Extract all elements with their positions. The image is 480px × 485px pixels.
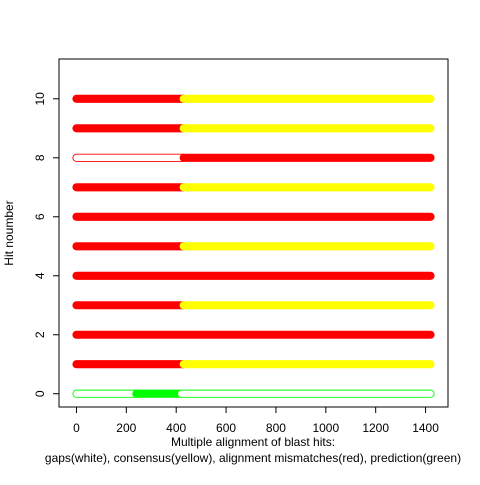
x-axis-title: Multiple alignment of blast hits:: [171, 435, 335, 449]
hit-row-5: [72, 242, 435, 251]
segment-mismatch-hit-8-1: [179, 153, 435, 162]
hit-row-7: [72, 183, 435, 192]
segment-mismatch-hit-9-0: [72, 124, 188, 133]
x-tick-label-1200: 1200: [362, 421, 389, 435]
segment-gap-hit-8-0: [72, 153, 188, 162]
segment-consensus-hit-7-1: [179, 183, 435, 192]
x-tick-label-800: 800: [266, 421, 286, 435]
x-tick-label-200: 200: [116, 421, 136, 435]
x-tick-label-1000: 1000: [312, 421, 339, 435]
segment-consensus-hit-1-1: [179, 360, 435, 369]
segment-mismatch-hit-6-0: [72, 212, 435, 221]
segment-consensus-hit-3-1: [179, 301, 435, 310]
segment-consensus-hit-10-1: [179, 94, 435, 103]
plot-border: [58, 58, 449, 408]
segment-mismatch-hit-5-0: [72, 242, 188, 251]
hit-row-9: [72, 124, 435, 133]
hit-row-10: [72, 94, 435, 103]
segment-prediction-hit-0-1: [132, 389, 186, 398]
segment-mismatch-hit-10-0: [72, 94, 188, 103]
segment-mismatch-hit-4-0: [72, 271, 435, 280]
data-layer: [72, 94, 435, 398]
y-axis-title: Hit noumber: [2, 200, 16, 265]
x-tick-label-600: 600: [216, 421, 236, 435]
x-tick-label-400: 400: [166, 421, 186, 435]
hit-row-8: [72, 153, 435, 162]
y-tick-label-6: 6: [33, 213, 47, 220]
y-tick-label-2: 2: [33, 331, 47, 338]
segment-mismatch-hit-3-0: [72, 301, 188, 310]
hit-row-3: [72, 301, 435, 310]
segment-gap-hit-0-2: [177, 389, 435, 398]
y-tick-label-0: 0: [33, 390, 47, 397]
segment-mismatch-hit-2-0: [72, 330, 435, 339]
segment-mismatch-hit-1-0: [72, 360, 188, 369]
x-tick-label-1400: 1400: [412, 421, 439, 435]
hit-row-0: [72, 389, 435, 398]
hit-row-6: [72, 212, 435, 221]
y-tick-label-8: 8: [33, 154, 47, 161]
segment-consensus-hit-9-1: [179, 124, 435, 133]
segment-consensus-hit-5-1: [179, 242, 435, 251]
segment-gap-hit-0-0: [72, 389, 141, 398]
y-tick-label-10: 10: [33, 92, 47, 106]
hit-row-1: [72, 360, 435, 369]
x-tick-label-0: 0: [73, 421, 80, 435]
hit-row-4: [72, 271, 435, 280]
y-tick-label-4: 4: [33, 272, 47, 279]
segment-mismatch-hit-7-0: [72, 183, 188, 192]
x-axis-legend-caption: gaps(white), consensus(yellow), alignmen…: [45, 451, 461, 465]
hit-row-2: [72, 330, 435, 339]
